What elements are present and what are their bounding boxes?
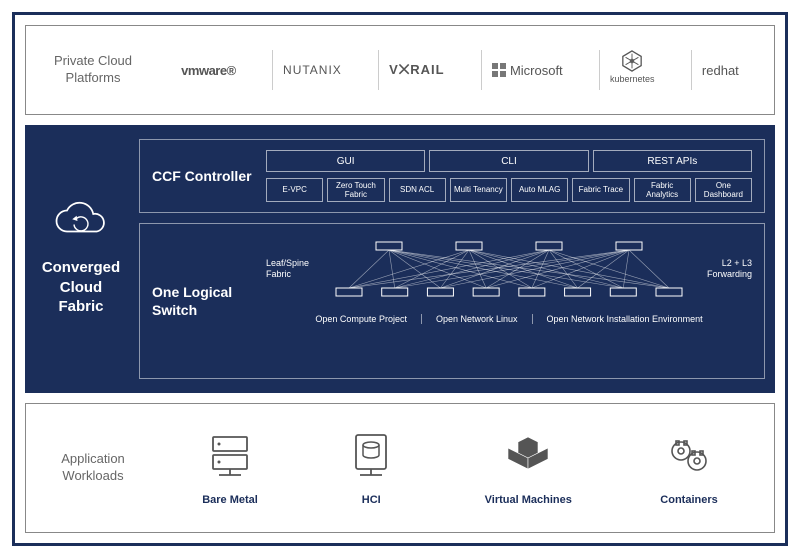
workloads-list: Bare Metal HCI Virtual Machines Containe…	[158, 431, 762, 506]
kubernetes-icon	[621, 50, 643, 72]
platform-microsoft: Microsoft	[481, 50, 573, 90]
ccf-title-line1: Converged	[42, 258, 120, 278]
workload-bare-metal: Bare Metal	[202, 431, 258, 506]
ols-title: One Logical Switch	[152, 234, 252, 368]
ccf-controller-body: GUI CLI REST APIs E-VPC Zero Touch Fabri…	[266, 150, 752, 202]
ccf-controller-title: CCF Controller	[152, 150, 252, 202]
chip-zerotouch: Zero Touch Fabric	[327, 178, 384, 202]
workload-virtual-machines: Virtual Machines	[485, 431, 572, 506]
ols-ocp: Open Compute Project	[301, 314, 421, 324]
platform-redhat: redhat	[691, 50, 749, 90]
application-workloads-label: Application Workloads	[38, 451, 158, 485]
bare-metal-label: Bare Metal	[202, 494, 258, 506]
diagram-frame: Private Cloud Platforms vmware® NUTANIX …	[12, 12, 788, 546]
kubernetes-logo-text: kubernetes	[610, 74, 655, 84]
ols-left-label: Leaf/Spine Fabric	[266, 258, 321, 280]
chip-restapis: REST APIs	[593, 150, 752, 172]
chip-cli: CLI	[429, 150, 588, 172]
chip-multitenancy: Multi Tenancy	[450, 178, 507, 202]
ccf-title: Converged Cloud Fabric	[42, 258, 120, 317]
chip-onedashboard: One Dashboard	[695, 178, 752, 202]
ols-bottom-row: Open Compute Project Open Network Linux …	[266, 314, 752, 324]
ccf-title-line3: Fabric	[42, 297, 120, 317]
ols-top: Leaf/Spine Fabric L2 + L3 Forwarding	[266, 234, 752, 304]
ols-right-label: L2 + L3 Forwarding	[697, 258, 752, 280]
one-logical-switch-panel: One Logical Switch Leaf/Spine Fabric L2 …	[139, 223, 765, 379]
chip-gui: GUI	[266, 150, 425, 172]
platform-kubernetes: kubernetes	[599, 50, 665, 90]
workload-containers: Containers	[660, 431, 717, 506]
ccf-panels: CCF Controller GUI CLI REST APIs E-VPC Z…	[139, 139, 765, 379]
converged-cloud-fabric-row: Converged Cloud Fabric CCF Controller GU…	[25, 125, 775, 393]
chip-sdnacl: SDN ACL	[389, 178, 446, 202]
nutanix-logo-text: NUTANIX	[283, 63, 342, 77]
ols-onl: Open Network Linux	[421, 314, 532, 324]
vxrail-logo-text: V⨉RAIL	[389, 62, 444, 78]
private-cloud-platforms-label: Private Cloud Platforms	[38, 53, 158, 87]
ols-onie: Open Network Installation Environment	[532, 314, 717, 324]
chip-automlag: Auto MLAG	[511, 178, 568, 202]
ccf-title-line2: Cloud	[42, 278, 120, 298]
private-cloud-platforms-row: Private Cloud Platforms vmware® NUTANIX …	[25, 25, 775, 115]
platforms-list: vmware® NUTANIX V⨉RAIL Microsoft kuberne…	[158, 50, 762, 90]
microsoft-logo-text: Microsoft	[510, 63, 563, 78]
application-workloads-row: Application Workloads Bare Metal HCI Vir…	[25, 403, 775, 533]
containers-label: Containers	[660, 494, 717, 506]
platform-vmware: vmware®	[171, 50, 246, 90]
chip-fabrictrace: Fabric Trace	[572, 178, 629, 202]
cloud-refresh-icon	[53, 201, 109, 246]
platform-nutanix: NUTANIX	[272, 50, 352, 90]
ols-body: Leaf/Spine Fabric L2 + L3 Forwarding Ope…	[266, 234, 752, 368]
virtual-machines-label: Virtual Machines	[485, 494, 572, 506]
platform-vxrail: V⨉RAIL	[378, 50, 454, 90]
vmware-logo-text: vmware®	[181, 63, 236, 78]
chip-evpc: E-VPC	[266, 178, 323, 202]
workload-hci: HCI	[346, 431, 396, 506]
ccf-brand-column: Converged Cloud Fabric	[31, 139, 131, 379]
redhat-logo-text: redhat	[702, 63, 739, 78]
chip-fabricanalytics: Fabric Analytics	[634, 178, 691, 202]
leaf-spine-topology-icon	[329, 234, 689, 304]
hci-icon	[346, 431, 396, 486]
virtual-machines-icon	[503, 431, 553, 486]
containers-icon	[664, 431, 714, 486]
ccf-big-row: GUI CLI REST APIs	[266, 150, 752, 172]
bare-metal-icon	[205, 431, 255, 486]
microsoft-icon	[492, 63, 506, 77]
ccf-small-row: E-VPC Zero Touch Fabric SDN ACL Multi Te…	[266, 178, 752, 202]
ccf-controller-panel: CCF Controller GUI CLI REST APIs E-VPC Z…	[139, 139, 765, 213]
hci-label: HCI	[362, 494, 381, 506]
